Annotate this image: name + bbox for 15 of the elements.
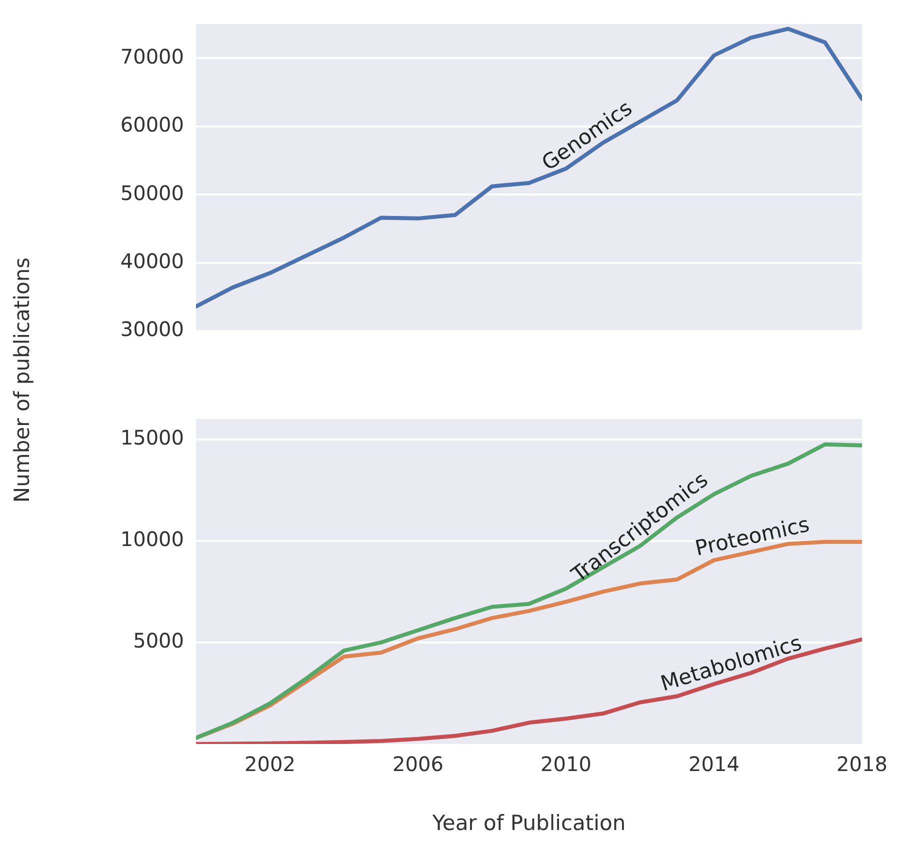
y-tick-label: 10000 [120, 527, 184, 552]
x-axis-title: Year of Publication [431, 810, 626, 835]
y-tick-label: 40000 [120, 248, 184, 273]
y-tick-label: 50000 [120, 180, 184, 205]
y-tick-label: 30000 [120, 317, 184, 342]
y-tick-label: 5000 [133, 628, 184, 653]
x-tick-label: 2002 [244, 752, 296, 776]
x-tick-label: 2006 [392, 752, 444, 776]
y-axis-title: Number of publications [10, 257, 34, 503]
x-tick-label: 2018 [836, 752, 888, 776]
y-tick-label: 60000 [120, 112, 184, 137]
x-tick-label: 2010 [540, 752, 592, 776]
x-tick-label: 2014 [688, 752, 740, 776]
y-tick-label: 15000 [120, 426, 184, 450]
y-tick-label: 70000 [120, 44, 184, 68]
